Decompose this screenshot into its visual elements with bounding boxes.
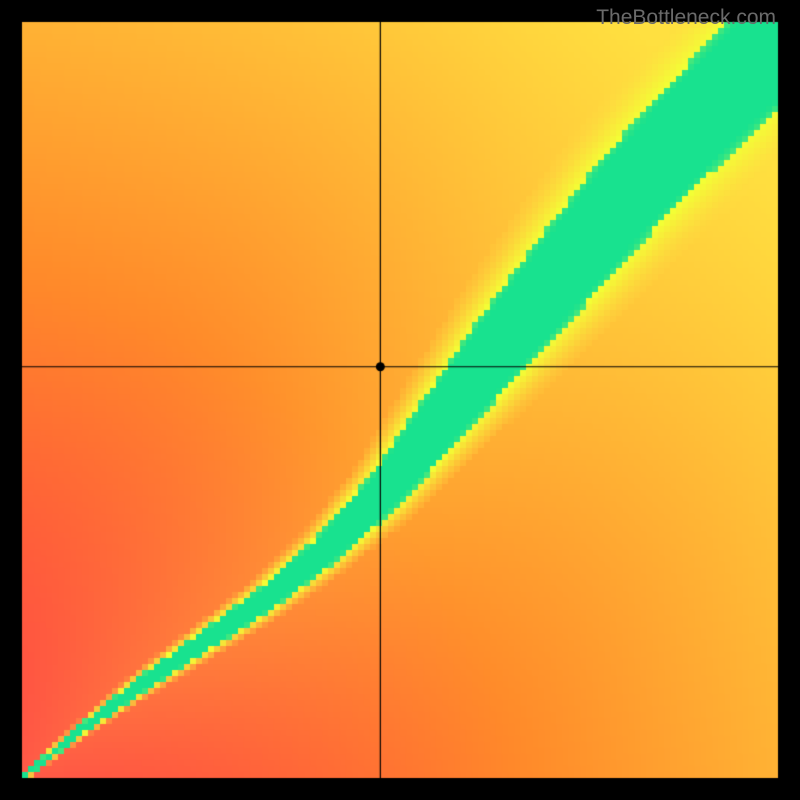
bottleneck-heatmap xyxy=(0,0,800,800)
attribution-label: TheBottleneck.com xyxy=(596,6,776,30)
chart-container: TheBottleneck.com xyxy=(0,0,800,800)
